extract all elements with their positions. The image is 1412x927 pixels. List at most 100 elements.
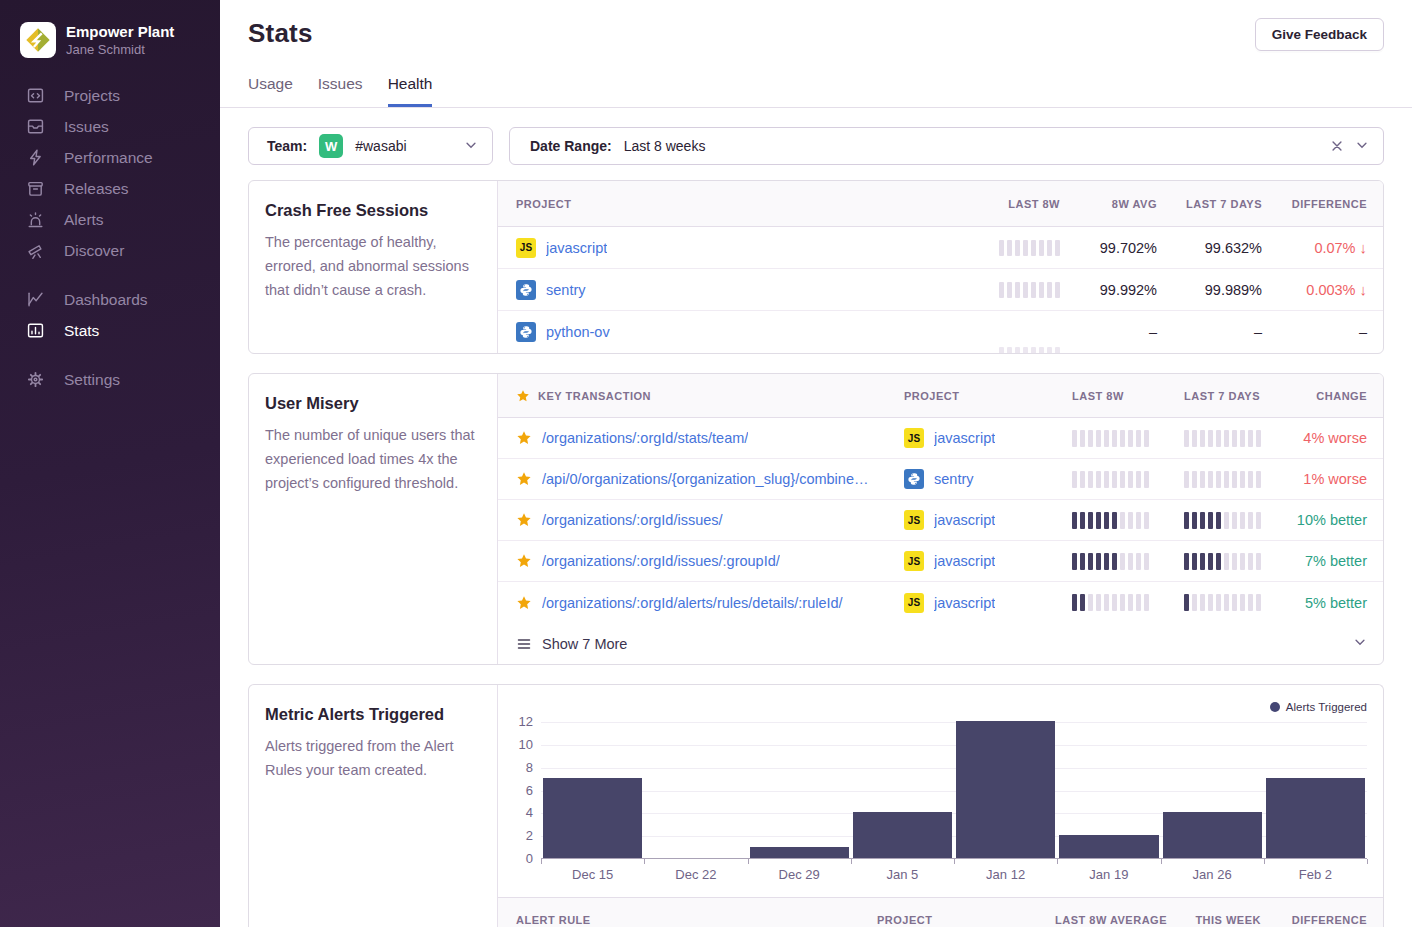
sparkline [1072, 594, 1149, 611]
python-icon [516, 322, 536, 342]
tab-usage[interactable]: Usage [248, 75, 293, 107]
chart-legend[interactable]: Alerts Triggered [1270, 701, 1367, 713]
project-link[interactable]: javascript [934, 553, 995, 569]
change-value: 10% better [1296, 512, 1383, 528]
panel-title: Crash Free Sessions [265, 201, 481, 220]
star-icon[interactable] [516, 553, 532, 569]
transaction-link[interactable]: /organizations/:orgId/alerts/rules/detai… [542, 595, 843, 611]
user-name: Jane Schmidt [66, 42, 174, 59]
alerts-triggered-chart: Alerts Triggered 024681012 Dec 15Dec 22D… [498, 685, 1383, 897]
sparkline [1072, 512, 1149, 529]
project-link[interactable]: javascript [934, 512, 995, 528]
project-link[interactable]: javascript [934, 430, 995, 446]
date-range-select[interactable]: Date Range: Last 8 weeks [509, 127, 1384, 165]
sparkline [999, 240, 1060, 256]
tabs: Usage Issues Health [248, 75, 1384, 107]
org-switcher[interactable]: Empower Plant Jane Schmidt [0, 22, 220, 58]
sidebar-item-performance[interactable]: Performance [0, 142, 220, 173]
star-icon[interactable] [516, 595, 532, 611]
python-icon [904, 469, 924, 489]
transaction-link[interactable]: /organizations/:orgId/stats/team/ [542, 430, 748, 446]
sidebar-item-label: Settings [64, 371, 120, 389]
page-header: Stats Give Feedback Usage Issues Health [220, 0, 1412, 108]
y-axis-label: 2 [503, 828, 533, 843]
sparkline [1072, 553, 1149, 570]
sidebar-item-issues[interactable]: Issues [0, 111, 220, 142]
chevron-down-icon [1353, 635, 1367, 652]
star-icon[interactable] [516, 471, 532, 487]
project-link[interactable]: javascript [546, 240, 607, 256]
project-link[interactable]: sentry [934, 471, 974, 487]
page-title: Stats [248, 18, 313, 49]
crash-free-row: JSjavascript99.702%99.632%0.07%↓ [498, 227, 1383, 269]
settings-icon [26, 370, 45, 389]
sidebar-item-label: Performance [64, 149, 153, 167]
last-7-days-value: – [1157, 324, 1262, 340]
project-link[interactable]: sentry [546, 282, 586, 298]
user-misery-row: /organizations/:orgId/stats/team/JSjavas… [498, 418, 1383, 459]
javascript-icon: JS [904, 510, 924, 530]
sidebar-item-discover[interactable]: Discover [0, 235, 220, 266]
x-axis-label: Feb 2 [1264, 867, 1367, 882]
change-value: 5% better [1296, 595, 1383, 611]
show-more-row[interactable]: Show 7 More [498, 623, 1383, 664]
show-more-label: Show 7 More [542, 636, 627, 652]
chevron-down-icon[interactable] [1355, 138, 1369, 155]
difference-value: 0.003%↓ [1306, 281, 1367, 298]
crash-free-sessions-panel: Crash Free Sessions The percentage of he… [248, 180, 1384, 354]
chart-bar [853, 812, 952, 858]
discover-icon [26, 241, 45, 260]
x-axis-label: Jan 26 [1161, 867, 1264, 882]
metric-alerts-panel: Metric Alerts Triggered Alerts triggered… [248, 684, 1384, 927]
8w-avg-value: 99.992% [1060, 282, 1157, 298]
chevron-down-icon [464, 138, 478, 155]
sidebar-item-alerts[interactable]: Alerts [0, 204, 220, 235]
x-axis-label: Dec 15 [541, 867, 644, 882]
user-misery-row: /organizations/:orgId/issues/JS javascrip… [498, 500, 1383, 541]
sparkline [1184, 594, 1261, 611]
sidebar-item-projects[interactable]: Projects [0, 80, 220, 111]
transaction-link[interactable]: /organizations/:orgId/issues/:groupId/ [542, 553, 780, 569]
crash-free-row: sentry99.992%99.989%0.003%↓ [498, 269, 1383, 311]
give-feedback-button[interactable]: Give Feedback [1255, 18, 1384, 51]
difference-value: 0.07%↓ [1314, 239, 1367, 256]
javascript-icon: JS [904, 593, 924, 613]
difference-value: – [1359, 324, 1367, 340]
sidebar-item-settings[interactable]: Settings [0, 364, 220, 395]
8w-avg-value: – [1060, 324, 1157, 340]
team-avatar: W [319, 134, 343, 158]
y-axis-label: 12 [503, 714, 533, 729]
x-axis-label: Jan 19 [1057, 867, 1160, 882]
sparkline [1184, 553, 1261, 570]
clear-icon[interactable] [1327, 136, 1347, 156]
list-icon [516, 636, 532, 652]
sidebar-item-releases[interactable]: Releases [0, 173, 220, 204]
x-axis-label: Dec 22 [644, 867, 747, 882]
star-icon [516, 389, 530, 403]
panel-title: Metric Alerts Triggered [265, 705, 481, 724]
change-value: 4% worse [1296, 430, 1383, 446]
x-axis-label: Jan 12 [954, 867, 1057, 882]
project-link[interactable]: python-ov [546, 324, 610, 340]
project-link[interactable]: javascript [934, 595, 995, 611]
org-logo [20, 22, 56, 58]
y-axis-label: 0 [503, 851, 533, 866]
transaction-link[interactable]: /api/0/organizations/{organization_slug}… [542, 471, 868, 487]
sidebar-item-dashboards[interactable]: Dashboards [0, 284, 220, 315]
star-icon[interactable] [516, 430, 532, 446]
sidebar-item-stats[interactable]: Stats [0, 315, 220, 346]
user-misery-row: /api/0/organizations/{organization_slug}… [498, 459, 1383, 500]
transaction-link[interactable]: /organizations/:orgId/issues/ [542, 512, 723, 528]
sidebar-item-label: Releases [64, 180, 129, 198]
javascript-icon: JS [516, 238, 536, 258]
tab-health[interactable]: Health [388, 75, 433, 107]
table-header: KEY TRANSACTION PROJECT LAST 8W LAST 7 D… [498, 374, 1383, 418]
arrow-down-icon: ↓ [1360, 239, 1368, 256]
last-7-days-value: 99.632% [1157, 240, 1262, 256]
star-icon[interactable] [516, 512, 532, 528]
empower-plant-logo [23, 25, 53, 55]
change-value: 1% worse [1296, 471, 1383, 487]
tab-issues[interactable]: Issues [318, 75, 363, 107]
panel-title: User Misery [265, 394, 481, 413]
team-select[interactable]: Team: W #wasabi [248, 127, 493, 165]
